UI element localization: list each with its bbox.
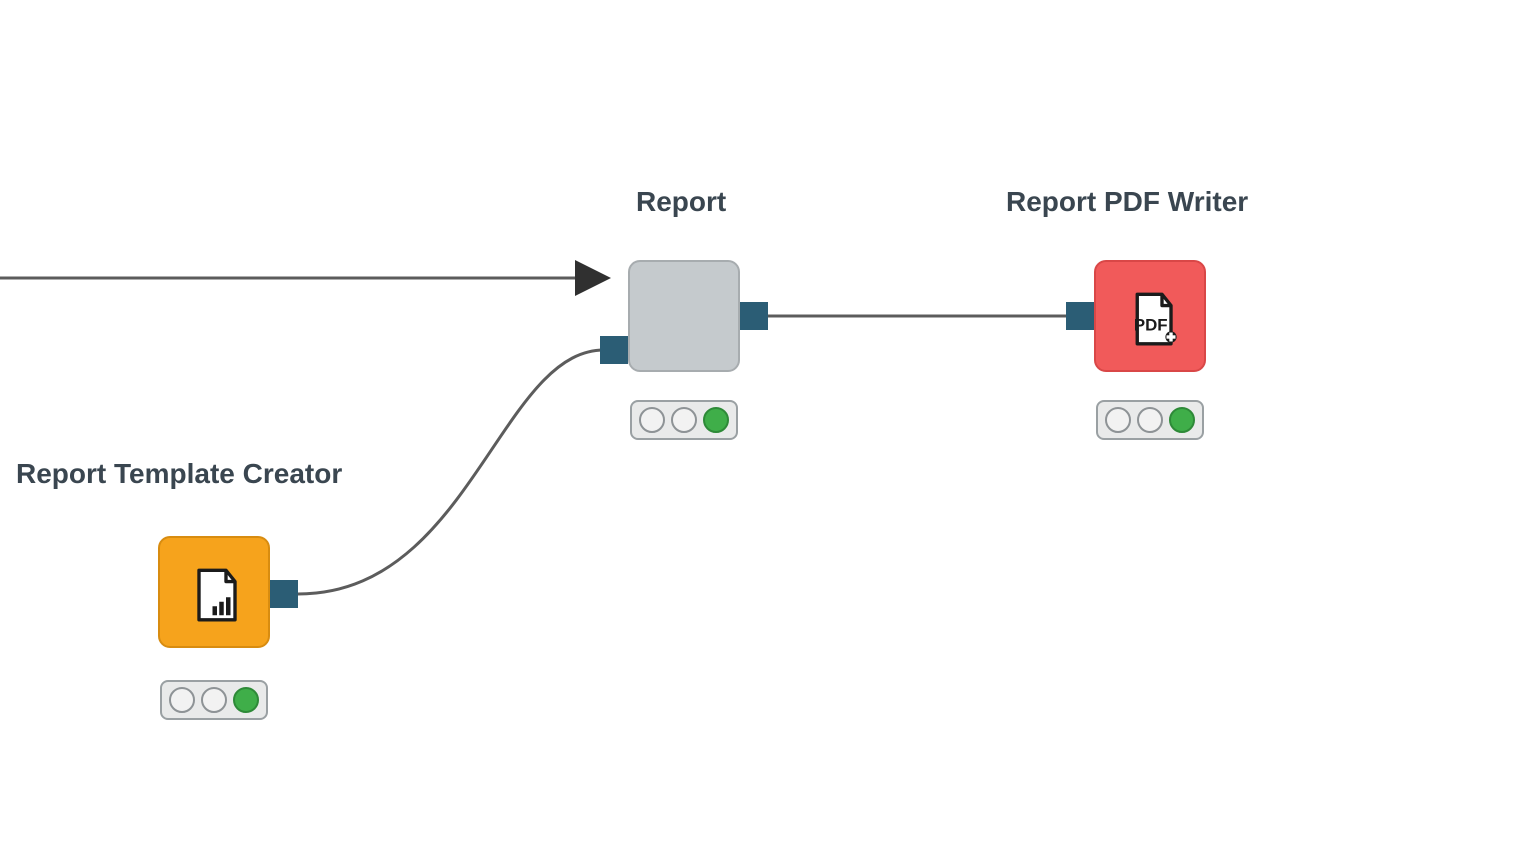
- status-lights-report-template-creator: [160, 680, 268, 720]
- node-report[interactable]: [628, 260, 740, 372]
- node-report-template-creator[interactable]: [158, 536, 270, 648]
- workflow-canvas[interactable]: Report Template Creator Report Report PD…: [0, 0, 1536, 861]
- edges-layer: [0, 0, 1536, 861]
- status-light-off: [1105, 407, 1131, 433]
- status-light-off: [1137, 407, 1163, 433]
- status-light-off: [671, 407, 697, 433]
- status-light-green: [233, 687, 259, 713]
- node-report-pdf-writer[interactable]: PDF: [1094, 260, 1206, 372]
- status-light-off: [169, 687, 195, 713]
- node-label-report: Report: [636, 186, 726, 218]
- port-out-report[interactable]: [740, 302, 768, 330]
- edge-template-to-report: [298, 350, 604, 594]
- pdf-icon: PDF: [1126, 290, 1180, 348]
- node-label-report-template-creator: Report Template Creator: [16, 458, 342, 490]
- status-light-off: [201, 687, 227, 713]
- svg-text:PDF: PDF: [1134, 315, 1168, 334]
- report-template-icon: [190, 566, 244, 624]
- status-lights-report-pdf-writer: [1096, 400, 1204, 440]
- status-light-green: [1169, 407, 1195, 433]
- status-light-green: [703, 407, 729, 433]
- port-out-report-template-creator[interactable]: [270, 580, 298, 608]
- node-label-report-pdf-writer: Report PDF Writer: [1006, 186, 1248, 218]
- port-in-report-pdf-writer[interactable]: [1066, 302, 1094, 330]
- status-lights-report: [630, 400, 738, 440]
- port-in-bottom-report[interactable]: [600, 336, 628, 364]
- status-light-off: [639, 407, 665, 433]
